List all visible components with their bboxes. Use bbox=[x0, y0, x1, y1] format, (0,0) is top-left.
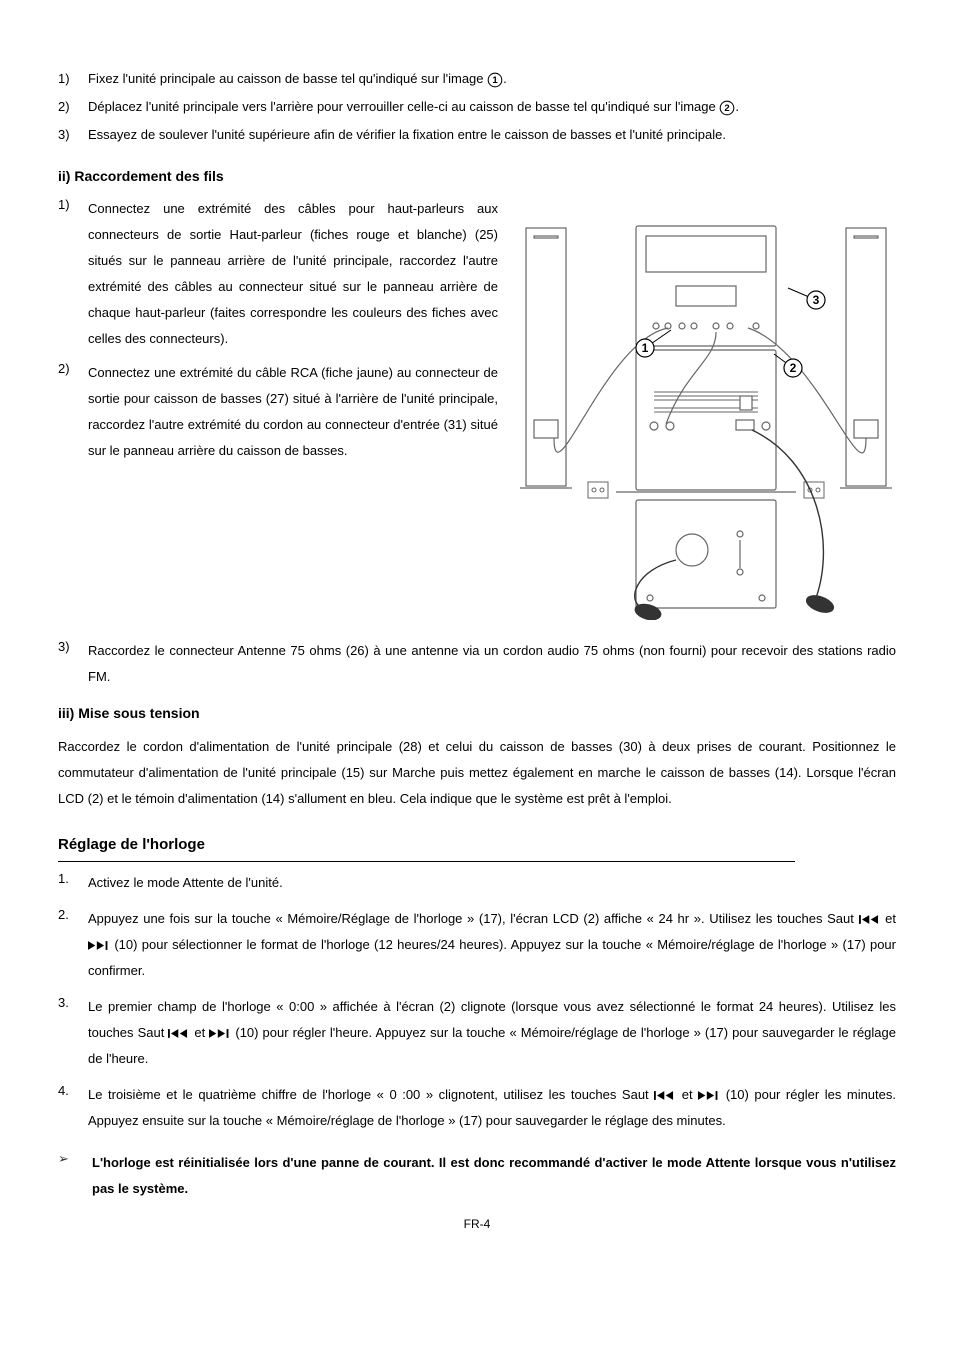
clock-step-item: 3.Le premier champ de l'horloge « 0:00 »… bbox=[58, 994, 896, 1072]
page-footer: FR-4 bbox=[58, 1216, 896, 1233]
step-text: Connectez une extrémité des câbles pour … bbox=[88, 196, 498, 352]
intro-steps-list: 1)Fixez l'unité principale au caisson de… bbox=[58, 70, 896, 145]
svg-text:3: 3 bbox=[813, 293, 820, 307]
step-number: 3) bbox=[58, 126, 88, 144]
step-number: 4. bbox=[58, 1082, 88, 1134]
wiring-section: 1)Connectez une extrémité des câbles pou… bbox=[58, 196, 896, 620]
step-number: 2. bbox=[58, 906, 88, 984]
heading-iii: iii) Mise sous tension bbox=[58, 704, 896, 724]
clock-step-item: 4.Le troisième et le quatrième chiffre d… bbox=[58, 1082, 896, 1134]
svg-text:1: 1 bbox=[642, 341, 649, 355]
wiring-text-column: 1)Connectez une extrémité des câbles pou… bbox=[58, 196, 498, 472]
heading-ii: ii) Raccordement des fils bbox=[58, 167, 896, 187]
svg-text:2: 2 bbox=[790, 361, 797, 375]
svg-text:1: 1 bbox=[492, 75, 498, 86]
step-text: Essayez de soulever l'unité supérieure a… bbox=[88, 126, 896, 144]
heading-rule bbox=[58, 861, 795, 862]
step-number: 1) bbox=[58, 196, 88, 352]
wiring-steps-list: 1)Connectez une extrémité des câbles pou… bbox=[58, 196, 498, 464]
heading-clock: Réglage de l'horloge bbox=[58, 834, 896, 855]
skip-next-icon bbox=[209, 1028, 231, 1039]
note-row: ➢ L'horloge est réinitialisée lors d'une… bbox=[58, 1150, 896, 1202]
intro-step-item: 2)Déplacez l'unité principale vers l'arr… bbox=[58, 98, 896, 116]
note-bullet-icon: ➢ bbox=[58, 1150, 78, 1202]
step-number: 2) bbox=[58, 360, 88, 464]
step-text: Déplacez l'unité principale vers l'arriè… bbox=[88, 98, 896, 116]
svg-text:2: 2 bbox=[725, 103, 730, 114]
wiring-steps-continued: 3)Raccordez le connecteur Antenne 75 ohm… bbox=[58, 638, 896, 690]
intro-step-item: 3)Essayez de soulever l'unité supérieure… bbox=[58, 126, 896, 144]
skip-next-icon bbox=[698, 1090, 720, 1101]
wiring-step-item: 3)Raccordez le connecteur Antenne 75 ohm… bbox=[58, 638, 896, 690]
step-number: 1. bbox=[58, 870, 88, 896]
circled-number-2-icon: 2 bbox=[719, 100, 735, 116]
note-text: L'horloge est réinitialisée lors d'une p… bbox=[92, 1150, 896, 1202]
circled-number-1-icon: 1 bbox=[487, 72, 503, 88]
wiring-diagram-svg: 1 2 3 bbox=[516, 200, 896, 620]
step-text: Activez le mode Attente de l'unité. bbox=[88, 870, 896, 896]
step-text: Appuyez une fois sur la touche « Mémoire… bbox=[88, 906, 896, 984]
step-number: 3) bbox=[58, 638, 88, 690]
skip-previous-icon bbox=[168, 1028, 190, 1039]
step-text: Le troisième et le quatrième chiffre de … bbox=[88, 1082, 896, 1134]
wiring-step-item: 2)Connectez une extrémité du câble RCA (… bbox=[58, 360, 498, 464]
step-text: Fixez l'unité principale au caisson de b… bbox=[88, 70, 896, 88]
step-text: Raccordez le connecteur Antenne 75 ohms … bbox=[88, 638, 896, 690]
step-number: 2) bbox=[58, 98, 88, 116]
step-text: Connectez une extrémité du câble RCA (fi… bbox=[88, 360, 498, 464]
clock-step-item: 1.Activez le mode Attente de l'unité. bbox=[58, 870, 896, 896]
skip-next-icon bbox=[88, 940, 110, 951]
skip-previous-icon bbox=[654, 1090, 676, 1101]
step-number: 3. bbox=[58, 994, 88, 1072]
clock-step-item: 2.Appuyez une fois sur la touche « Mémoi… bbox=[58, 906, 896, 984]
intro-step-item: 1)Fixez l'unité principale au caisson de… bbox=[58, 70, 896, 88]
step-text: Le premier champ de l'horloge « 0:00 » a… bbox=[88, 994, 896, 1072]
power-on-paragraph: Raccordez le cordon d'alimentation de l'… bbox=[58, 734, 896, 812]
wiring-step-item: 1)Connectez une extrémité des câbles pou… bbox=[58, 196, 498, 352]
wiring-diagram: 1 2 3 bbox=[516, 200, 896, 620]
skip-previous-icon bbox=[859, 914, 881, 925]
clock-steps-list: 1.Activez le mode Attente de l'unité.2.A… bbox=[58, 870, 896, 1134]
step-number: 1) bbox=[58, 70, 88, 88]
